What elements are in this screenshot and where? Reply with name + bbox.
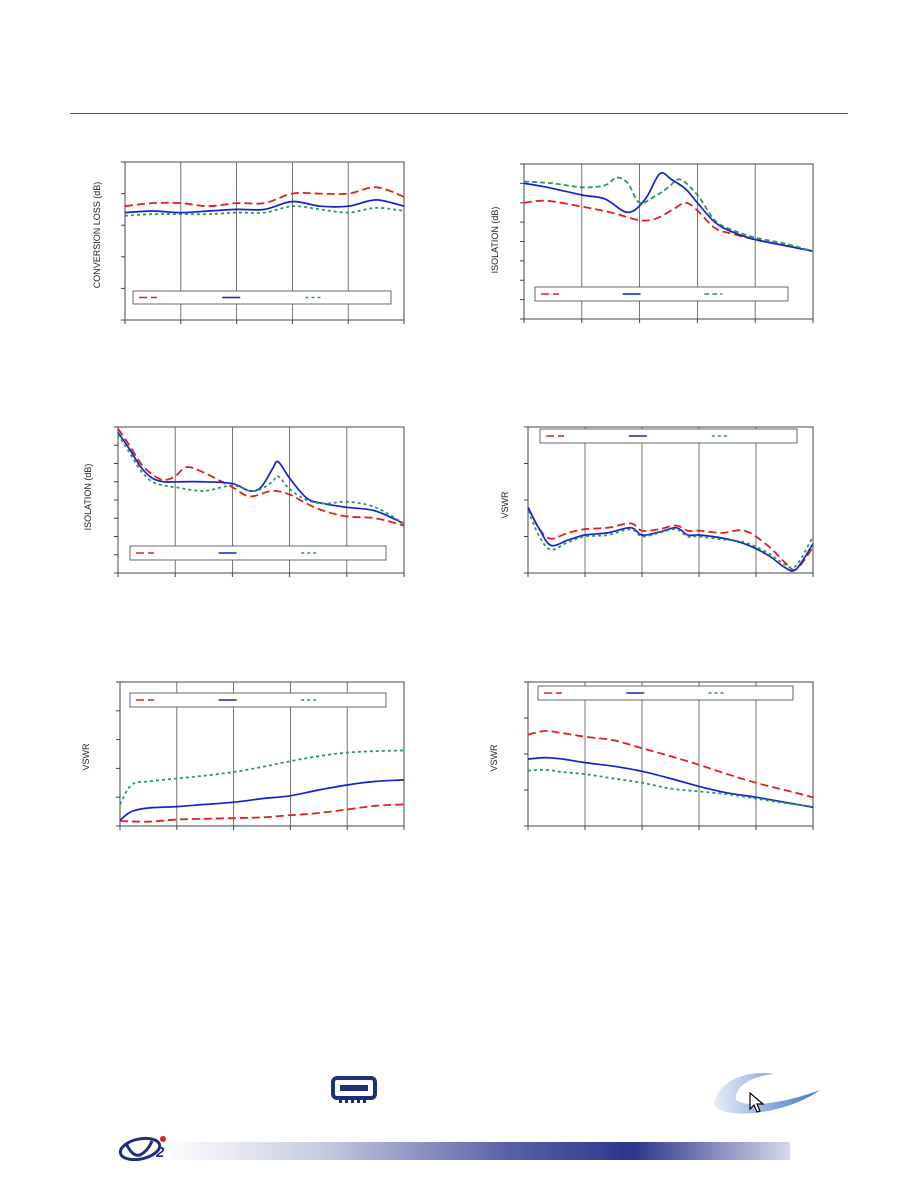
series-line-c1-red	[124, 186, 405, 208]
series-line-c6-blue	[527, 756, 814, 809]
series-line-c2-green	[523, 176, 814, 253]
series-line-c4-blue	[527, 506, 814, 572]
legend-box-c4	[539, 428, 798, 444]
swoosh-logo-icon	[714, 1073, 820, 1114]
legend-box-c3	[129, 545, 387, 561]
series-line-c3-red	[117, 428, 405, 527]
svg-text:2: 2	[155, 1144, 165, 1161]
series-line-c5-blue	[119, 779, 405, 821]
header-rule	[70, 113, 848, 114]
series-line-c4-red	[527, 506, 814, 571]
series-line-c5-red	[119, 803, 405, 823]
series-line-c6-green	[527, 768, 814, 808]
legend-box-c1	[132, 290, 392, 305]
plot-frame-c4	[527, 426, 814, 574]
series-line-c1-green	[124, 205, 405, 217]
plot-frame-c6	[527, 681, 814, 827]
series-line-c2-blue	[523, 172, 814, 253]
legend-box-c5	[129, 692, 387, 708]
legend-box-c6	[537, 685, 794, 701]
legend-box-c2	[534, 286, 789, 302]
mixer-package-icon	[331, 1076, 377, 1103]
footer-gradient-band	[160, 1142, 790, 1160]
series-line-c1-blue	[124, 199, 405, 214]
series-line-c5-green	[119, 749, 405, 805]
series-line-c3-green	[117, 433, 405, 525]
series-line-c4-green	[527, 510, 814, 569]
mouse-cursor-icon	[749, 1092, 765, 1113]
company-logo: 2	[118, 1136, 166, 1161]
